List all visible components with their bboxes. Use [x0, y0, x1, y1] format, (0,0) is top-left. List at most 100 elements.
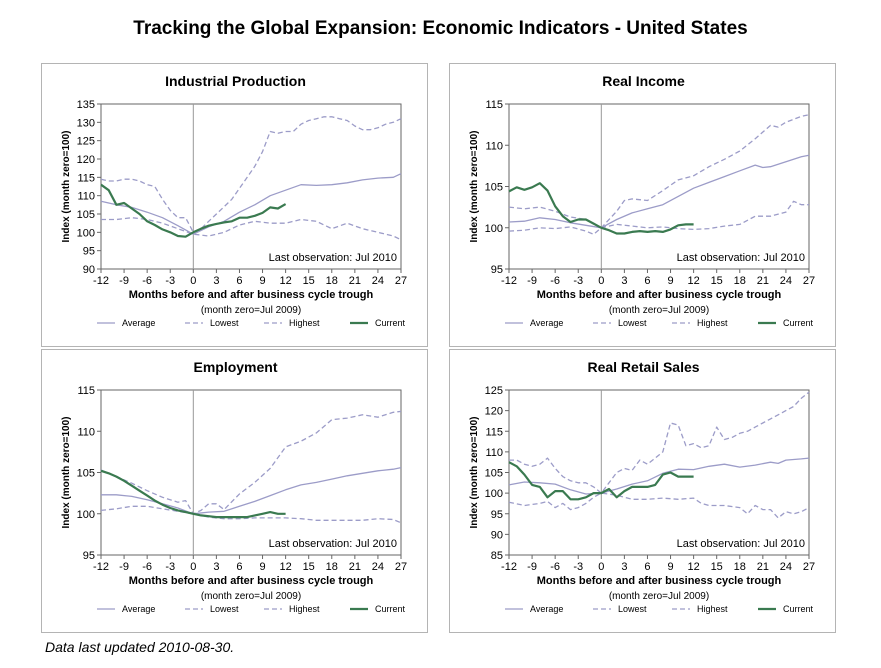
series-line-current	[100, 183, 287, 238]
x-axis-sublabel: (month zero=Jul 2009)	[201, 305, 301, 316]
x-tick-label: -6	[142, 275, 152, 287]
x-tick-label: 0	[190, 561, 196, 573]
series-line-current	[100, 469, 286, 519]
chart-panel-real-retail-sales: Real Retail Sales 85 90 95 100 105 110 115 120 12…	[449, 349, 836, 633]
x-tick-label: 6	[644, 275, 650, 287]
x-tick-label: 3	[213, 561, 219, 573]
x-tick-label: -9	[527, 561, 537, 573]
x-tick-label: 9	[667, 561, 673, 573]
last-observation-note: Last observation: Jul 2010	[269, 252, 397, 264]
plot-frame	[508, 389, 810, 556]
plot-frame	[100, 389, 402, 556]
legend-label-average: Average	[530, 604, 563, 614]
y-tick-label: 135	[77, 99, 95, 111]
x-tick-label: 24	[372, 561, 384, 573]
last-observation-note: Last observation: Jul 2010	[677, 538, 805, 550]
y-tick-label: 95	[491, 264, 503, 276]
x-tick-label: 12	[687, 275, 699, 287]
y-tick-label: 120	[77, 154, 95, 166]
x-tick-label: -3	[573, 561, 583, 573]
x-tick-label: 24	[372, 275, 384, 287]
legend-label-current: Current	[375, 318, 406, 328]
x-tick-label: 21	[757, 275, 769, 287]
page-title: Tracking the Global Expansion: Economic …	[133, 18, 748, 39]
y-tick-label: 95	[491, 509, 503, 521]
x-tick-label: 18	[734, 275, 746, 287]
series-line-lowest	[100, 505, 402, 524]
y-tick-label: 95	[83, 246, 95, 258]
x-tick-label: 0	[598, 275, 604, 287]
y-tick-label: 115	[485, 426, 503, 438]
y-tick-label: 110	[485, 140, 503, 152]
x-axis-label: Months before and after business cycle t…	[129, 289, 374, 301]
x-tick-label: 0	[598, 561, 604, 573]
legend-label-highest: Highest	[697, 318, 728, 328]
y-tick-label: 100	[77, 509, 95, 521]
y-tick-label: 120	[485, 406, 503, 418]
series-line-highest	[509, 391, 810, 494]
y-tick-label: 100	[485, 223, 503, 235]
series-line-current	[508, 182, 694, 235]
footer-note: Data last updated 2010-08-30.	[45, 639, 235, 655]
y-tick-label: 100	[485, 488, 503, 500]
series-line-average	[508, 154, 810, 229]
x-tick-label: 3	[621, 275, 627, 287]
x-tick-label: 27	[803, 561, 815, 573]
series-line-highest	[508, 114, 810, 229]
y-tick-label: 125	[77, 136, 95, 148]
y-tick-label: 115	[77, 385, 95, 397]
legend-label-highest: Highest	[697, 604, 728, 614]
chart-panel-industrial-production: Industrial Production 90 95 100 105 110 115 120…	[41, 63, 428, 347]
x-axis-sublabel: (month zero=Jul 2009)	[609, 305, 709, 316]
series-line-current	[508, 461, 694, 501]
y-axis-label: Index (month zero=100)	[61, 131, 72, 243]
x-tick-label: 15	[303, 561, 315, 573]
legend-label-lowest: Lowest	[210, 604, 239, 614]
x-axis-label: Months before and after business cycle t…	[537, 575, 782, 587]
chart-title: Real Income	[602, 73, 685, 89]
series-line-highest	[100, 410, 402, 515]
x-tick-label: 9	[259, 275, 265, 287]
x-tick-label: 9	[667, 275, 673, 287]
x-tick-label: 27	[803, 275, 815, 287]
y-axis-label: Index (month zero=100)	[469, 131, 480, 243]
x-tick-label: 15	[303, 275, 315, 287]
y-tick-label: 105	[485, 468, 503, 480]
y-tick-label: 105	[485, 182, 503, 194]
x-tick-label: -9	[119, 275, 129, 287]
x-tick-label: -12	[501, 275, 517, 287]
x-tick-label: -6	[550, 275, 560, 287]
x-tick-label: 15	[711, 275, 723, 287]
x-tick-label: 18	[734, 561, 746, 573]
chart-svg: Industrial Production9095100105110115120…	[61, 73, 407, 328]
y-tick-label: 110	[77, 191, 95, 203]
x-tick-label: 6	[644, 561, 650, 573]
chart-panel-real-income: Real Income 95 100 105 110 115 -12 -9 -6 -3 0 3 6 9 12…	[449, 63, 836, 347]
x-axis-label: Months before and after business cycle t…	[129, 575, 374, 587]
x-tick-label: -6	[142, 561, 152, 573]
x-tick-label: -12	[501, 561, 517, 573]
y-tick-label: 125	[485, 385, 503, 397]
legend-label-highest: Highest	[289, 318, 320, 328]
y-tick-label: 95	[83, 550, 95, 562]
x-tick-label: 18	[326, 561, 338, 573]
y-tick-label: 130	[77, 117, 95, 129]
series-line-lowest	[508, 200, 809, 235]
x-tick-label: 15	[711, 561, 723, 573]
legend-label-current: Current	[375, 604, 406, 614]
x-tick-label: -3	[165, 275, 175, 287]
legend-label-lowest: Lowest	[210, 318, 239, 328]
chart-svg: Employment 95 100 105 110 115 -12 -9 -6 -3 0 3 6 9 12 1…	[61, 359, 407, 614]
series-line-highest	[100, 116, 402, 233]
x-tick-label: 0	[190, 275, 196, 287]
plot-frame	[100, 103, 402, 270]
legend-label-average: Average	[530, 318, 563, 328]
last-observation-note: Last observation: Jul 2010	[677, 252, 805, 264]
x-axis-sublabel: (month zero=Jul 2009)	[609, 591, 709, 602]
legend-label-average: Average	[122, 318, 155, 328]
x-tick-label: 24	[780, 275, 792, 287]
series-line-lowest	[101, 217, 402, 241]
chart-title: Real Retail Sales	[587, 359, 699, 375]
x-tick-label: 12	[687, 561, 699, 573]
chart-title: Industrial Production	[165, 73, 306, 89]
